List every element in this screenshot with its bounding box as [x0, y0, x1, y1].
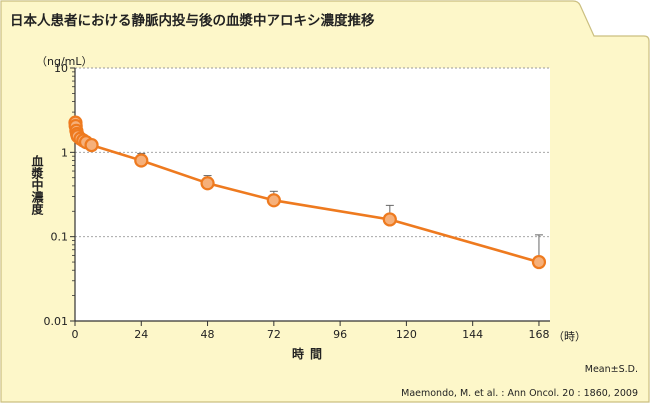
- plot-background: [75, 68, 550, 321]
- data-point: [200, 176, 215, 191]
- stats-note: Mean±S.D.: [584, 364, 638, 375]
- data-point: [134, 153, 149, 168]
- y-axis-unit: （ng/mL）: [36, 55, 93, 68]
- x-tick-label: 144: [462, 328, 483, 341]
- x-axis-unit: （時）: [553, 330, 586, 343]
- y-axis-label: 血漿中濃度: [30, 155, 44, 215]
- data-point: [382, 212, 397, 227]
- y-tick-label: 10: [54, 62, 68, 75]
- citation-source: Maemondo, M. et al. : Ann Oncol. 20 : 18…: [401, 388, 638, 399]
- data-point: [84, 137, 99, 153]
- x-tick-label: 24: [134, 328, 148, 341]
- x-tick-label: 96: [333, 328, 347, 341]
- y-tick-label: 1: [61, 146, 68, 159]
- chart-title: 日本人患者における静脈内投与後の血漿中アロキシ濃度推移: [10, 13, 375, 29]
- x-tick-label: 72: [267, 328, 281, 341]
- data-point: [531, 254, 547, 270]
- data-point: [266, 193, 281, 208]
- x-axis-label: 時間: [291, 347, 328, 361]
- x-tick-label: 168: [528, 328, 549, 341]
- x-tick-label: 120: [396, 328, 417, 341]
- y-tick-label: 0.01: [44, 315, 69, 328]
- x-tick-label: 48: [201, 328, 215, 341]
- x-tick-label: 0: [72, 328, 79, 341]
- y-tick-label: 0.1: [51, 231, 69, 244]
